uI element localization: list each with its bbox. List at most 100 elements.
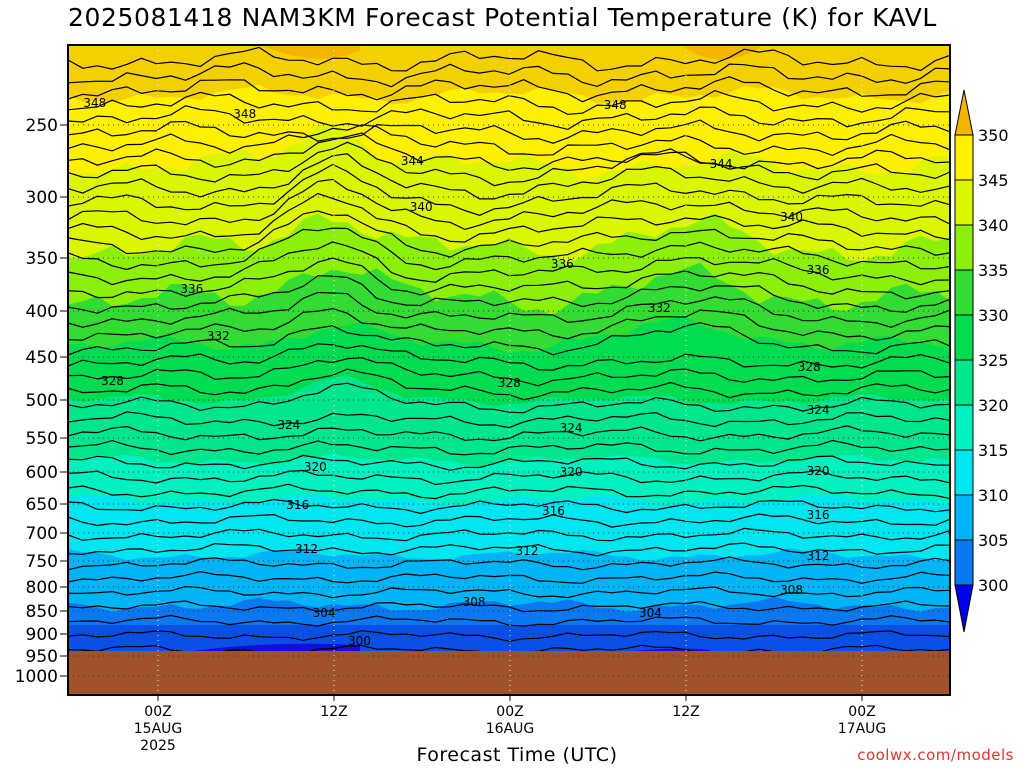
x-tick-label: 00Z <box>144 704 171 720</box>
contour-line <box>67 600 951 613</box>
y-tick-label: 300 <box>26 188 58 208</box>
contour-label: 348 <box>604 98 627 112</box>
contour-line <box>67 192 951 243</box>
contour-line <box>67 257 951 300</box>
y-tick-label: 750 <box>26 552 58 572</box>
contour-line <box>67 322 951 356</box>
contour-line <box>67 513 951 528</box>
contour-line <box>67 368 951 401</box>
y-tick-label: 700 <box>26 524 58 544</box>
colorbar-segment <box>954 404 974 451</box>
contour-label: 328 <box>798 360 821 374</box>
colorbar-label: 320 <box>978 396 1009 415</box>
contour-label: 348 <box>83 96 106 110</box>
contour-line <box>67 153 951 200</box>
colorbar-label: 315 <box>978 441 1009 460</box>
contour-line <box>67 357 951 387</box>
peak-pocket-1 <box>260 45 360 59</box>
contour-label: 324 <box>807 403 830 417</box>
contour-label: 312 <box>807 549 830 563</box>
y-tick-label: 800 <box>26 578 58 598</box>
contour-line <box>67 570 951 584</box>
contour-label: 340 <box>780 210 803 224</box>
contour-line <box>67 132 951 172</box>
contour-line <box>67 498 951 515</box>
contour-line <box>67 141 951 187</box>
colorbar-segment <box>954 494 974 541</box>
colorbar-label: 340 <box>978 216 1009 235</box>
colorbar-segment <box>954 269 974 316</box>
ground-fill <box>68 651 950 695</box>
contour-line <box>67 439 951 456</box>
contour-line <box>67 291 951 328</box>
peak-pocket-2 <box>680 45 760 60</box>
contour-line <box>67 210 951 258</box>
y-tick-label: 850 <box>26 602 58 622</box>
x-tick-sublabel: 15AUG <box>134 721 183 737</box>
colorbar-segment <box>954 314 974 361</box>
colorbar-label: 345 <box>978 171 1009 190</box>
contour-label: 312 <box>516 544 539 558</box>
contour-line <box>67 382 951 414</box>
contour-label: 344 <box>401 154 424 168</box>
contour-line <box>67 46 951 72</box>
x-tick-sublabel: 2025 <box>140 738 176 754</box>
grid-lines <box>68 45 950 695</box>
contour-label: 340 <box>410 200 433 214</box>
y-tick-label: 500 <box>26 391 58 411</box>
contour-label: 320 <box>807 464 830 478</box>
contour-line <box>67 178 951 231</box>
colorbar-segment <box>954 449 974 496</box>
contour-line <box>67 307 951 341</box>
contour-label: 320 <box>560 465 583 479</box>
y-tick-label: 450 <box>26 348 58 368</box>
colorbar-segment <box>954 134 974 181</box>
contour-line <box>67 454 951 471</box>
plot-frame <box>67 44 951 696</box>
x-tick-label: 12Z <box>320 704 347 720</box>
contour-label: 316 <box>807 508 830 522</box>
contour-line <box>67 89 951 115</box>
contour-line <box>67 275 951 314</box>
contour-line <box>67 62 951 88</box>
contour-label: 320 <box>304 460 327 474</box>
contour-line <box>67 227 951 271</box>
y-tick-label: 350 <box>26 249 58 269</box>
chart-title: 2025081418 NAM3KM Forecast Potential Tem… <box>68 3 937 32</box>
contour-line <box>67 411 951 429</box>
x-tick-label: 00Z <box>848 704 875 720</box>
contour-label: 328 <box>101 374 124 388</box>
contour-label: 304 <box>639 606 662 620</box>
contour-label: 336 <box>807 263 830 277</box>
contour-label: 308 <box>780 583 803 597</box>
y-tick-label: 400 <box>26 302 58 322</box>
x-tick-label: 00Z <box>496 704 523 720</box>
colorbar-label: 330 <box>978 306 1009 325</box>
contour-label: 316 <box>286 498 309 512</box>
colorbar-segment <box>954 539 974 586</box>
x-tick-sublabel: 16AUG <box>486 721 535 737</box>
colorbar: 350 345 340 335 330 325 320 315 310 305 300 <box>954 89 1009 633</box>
contour-label: 328 <box>498 376 521 390</box>
contour-line <box>67 119 951 144</box>
contour-line <box>67 343 951 371</box>
contour-line <box>67 556 951 571</box>
contour-line <box>67 76 951 103</box>
contour-line <box>67 630 951 642</box>
contour-label: 308 <box>463 595 486 609</box>
y-tick-label: 1000 <box>15 667 58 687</box>
colorbar-label: 310 <box>978 486 1009 505</box>
colorbar-segment <box>954 179 974 226</box>
contour-lines <box>67 46 951 656</box>
x-tick-label: 12Z <box>672 704 699 720</box>
contour-label: 332 <box>207 329 230 343</box>
contour-label: 324 <box>277 418 300 432</box>
credit-link[interactable]: coolwx.com/models <box>857 746 1014 764</box>
contour-label: 336 <box>180 282 203 296</box>
y-tick-label: 550 <box>26 429 58 449</box>
ground-layer <box>68 651 950 695</box>
contour-label: 316 <box>542 504 565 518</box>
colorbar-label: 305 <box>978 531 1009 550</box>
